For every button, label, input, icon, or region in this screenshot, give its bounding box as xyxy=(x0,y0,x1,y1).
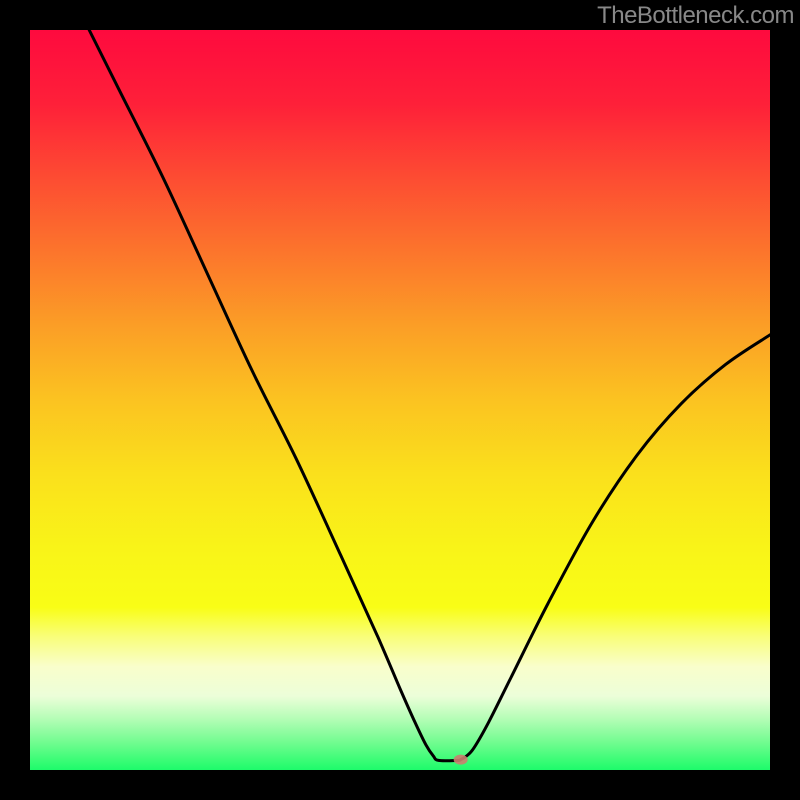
chart-container: TheBottleneck.com xyxy=(0,0,800,800)
plot-area xyxy=(30,30,770,770)
gradient-background xyxy=(30,30,770,770)
watermark-text: TheBottleneck.com xyxy=(597,2,794,30)
